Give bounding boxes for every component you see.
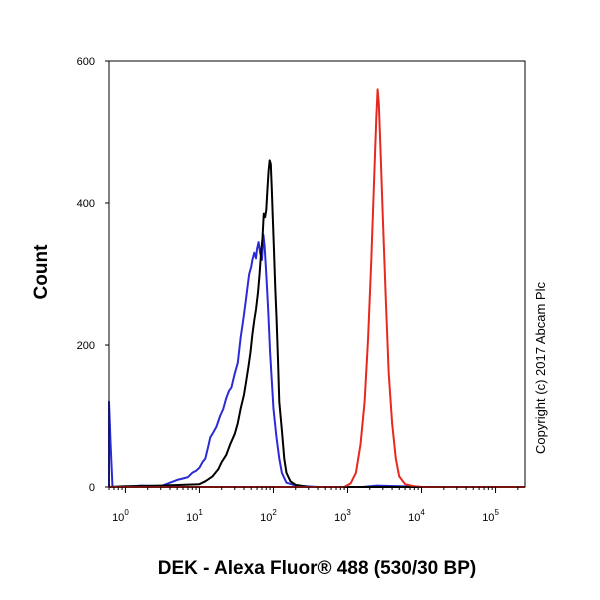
x-tick-label: 105 bbox=[482, 508, 499, 524]
x-tick-label: 104 bbox=[408, 508, 425, 524]
copyright-note: Copyright (c) 2017 Abcam Plc bbox=[533, 282, 548, 454]
x-tick-label: 103 bbox=[334, 508, 351, 524]
x-tick-label: 102 bbox=[260, 508, 277, 524]
x-tick-label: 101 bbox=[186, 508, 203, 524]
x-axis: 100 101 102 103 104 105 bbox=[108, 487, 519, 524]
y-tick-label: 600 bbox=[77, 56, 95, 68]
y-tick-label: 400 bbox=[77, 198, 95, 210]
histogram-series-3 bbox=[109, 88, 525, 488]
y-tick-label: 0 bbox=[89, 482, 95, 494]
y-axis-title: Count bbox=[31, 244, 52, 300]
y-tick-label: 200 bbox=[77, 340, 95, 352]
x-axis-title: DEK - Alexa Fluor® 488 (530/30 BP) bbox=[158, 558, 476, 579]
series-layer bbox=[108, 88, 525, 488]
y-axis: 0 200 400 600 bbox=[77, 56, 109, 494]
histogram-series-2 bbox=[108, 159, 525, 488]
x-tick-label: 100 bbox=[112, 508, 129, 524]
plot-frame bbox=[108, 60, 526, 488]
histogram-series-1 bbox=[108, 233, 525, 488]
